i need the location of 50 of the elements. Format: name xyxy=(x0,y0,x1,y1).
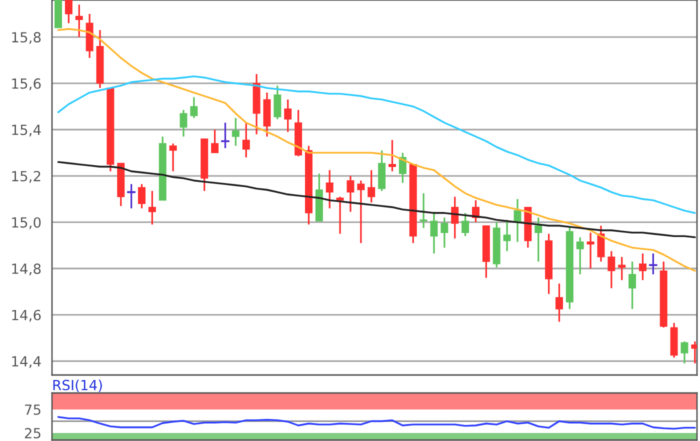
candlestick xyxy=(211,128,219,154)
candlestick xyxy=(220,122,230,149)
y-tick-label: 15,6 xyxy=(12,78,41,90)
candlestick xyxy=(597,224,605,262)
y-tick-label: 15,8 xyxy=(12,32,41,44)
candlestick xyxy=(586,232,594,270)
candlestick xyxy=(534,216,542,262)
candlestick xyxy=(148,190,156,226)
candlestick xyxy=(576,236,584,276)
candlestick xyxy=(638,252,646,281)
y-tick-label: 15,2 xyxy=(12,170,40,183)
candlestick xyxy=(138,183,146,210)
candlestick xyxy=(64,0,72,24)
line-series xyxy=(57,416,696,430)
candlestick xyxy=(440,216,448,249)
candlestick xyxy=(346,175,354,213)
candlestick xyxy=(274,84,282,120)
y-tick-label: 25 xyxy=(24,428,40,438)
candlestick xyxy=(242,122,250,158)
candlestick xyxy=(336,196,344,235)
y-tick-label: 15,4 xyxy=(12,124,41,137)
candlestick xyxy=(388,139,396,172)
candlestick xyxy=(680,340,688,364)
candlestick xyxy=(326,169,334,210)
candlestick xyxy=(180,109,188,138)
line-series xyxy=(57,75,696,214)
candlestick xyxy=(190,96,198,119)
candlestick xyxy=(648,252,658,276)
line-series xyxy=(57,161,696,238)
line-series xyxy=(57,28,696,272)
candlestick xyxy=(555,282,563,323)
candlestick xyxy=(368,169,376,204)
y-tick-label: 14,8 xyxy=(12,263,41,276)
y-tick-label: 15,0 xyxy=(12,217,41,230)
candlestick xyxy=(232,117,240,147)
chart-title: RSI(14) xyxy=(53,380,102,392)
candlestick xyxy=(169,142,177,172)
candlestick xyxy=(628,260,636,310)
candlestick xyxy=(618,256,626,281)
y-tick-label: 75 xyxy=(25,404,40,415)
y-tick-label: 14,4 xyxy=(12,356,41,368)
y-tick-label: 14,6 xyxy=(12,310,41,322)
candlestick xyxy=(420,192,428,229)
candlestick xyxy=(284,98,292,133)
candlestick xyxy=(503,219,511,252)
candlestick xyxy=(126,183,136,210)
candlestick xyxy=(462,212,470,237)
candlestick xyxy=(75,4,83,38)
candlestick xyxy=(357,180,365,244)
candlestick xyxy=(608,250,616,290)
